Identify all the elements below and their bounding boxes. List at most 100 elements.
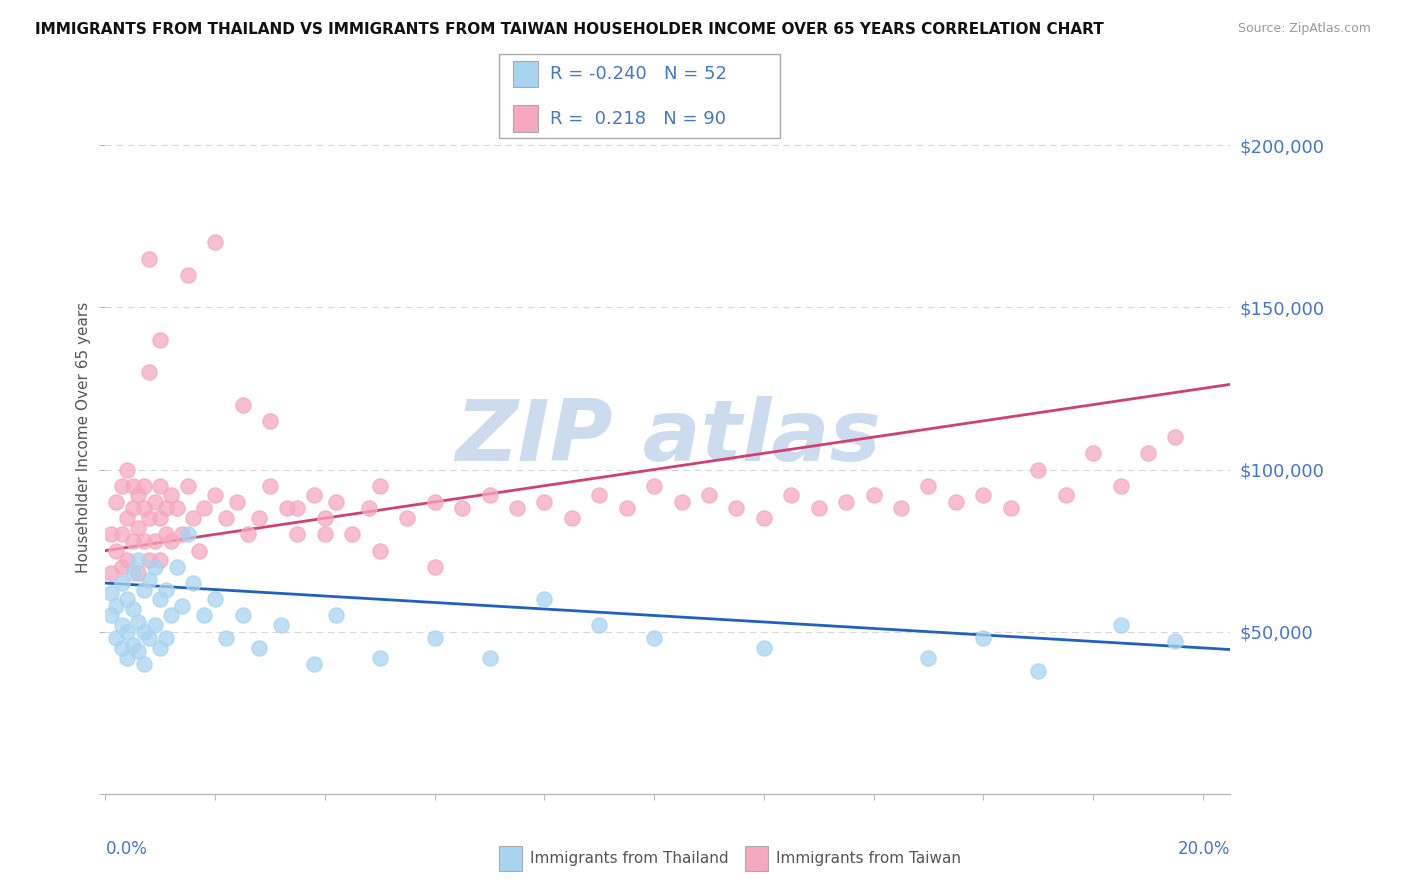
Point — [945, 495, 967, 509]
Point — [155, 527, 177, 541]
Point — [396, 511, 419, 525]
Point — [160, 533, 183, 548]
Point — [138, 631, 160, 645]
Point — [259, 479, 281, 493]
Point — [100, 527, 122, 541]
Point — [172, 527, 194, 541]
Point — [342, 527, 364, 541]
Point — [122, 638, 145, 652]
Point — [643, 479, 665, 493]
Point — [697, 488, 720, 502]
Point — [506, 501, 529, 516]
Point — [138, 553, 160, 567]
Text: Immigrants from Taiwan: Immigrants from Taiwan — [776, 851, 962, 865]
Point — [1164, 430, 1187, 444]
Point — [143, 618, 166, 632]
Point — [1000, 501, 1022, 516]
Point — [143, 495, 166, 509]
Point — [138, 511, 160, 525]
Point — [172, 599, 194, 613]
Point — [117, 511, 139, 525]
Point — [423, 631, 446, 645]
Point — [122, 566, 145, 581]
Point — [105, 599, 128, 613]
Point — [270, 618, 292, 632]
Point — [181, 576, 204, 591]
Point — [368, 479, 391, 493]
Point — [100, 586, 122, 600]
Point — [143, 533, 166, 548]
Point — [259, 414, 281, 428]
Point — [643, 631, 665, 645]
Point — [105, 495, 128, 509]
Point — [325, 495, 347, 509]
Point — [835, 495, 858, 509]
Point — [204, 235, 226, 250]
Point — [117, 553, 139, 567]
Point — [181, 511, 204, 525]
Point — [314, 511, 336, 525]
Point — [127, 488, 149, 502]
Text: Source: ZipAtlas.com: Source: ZipAtlas.com — [1237, 22, 1371, 36]
Point — [1136, 446, 1159, 460]
Point — [177, 268, 200, 282]
Point — [122, 501, 145, 516]
Point — [117, 624, 139, 639]
Point — [187, 543, 209, 558]
Text: 0.0%: 0.0% — [105, 840, 148, 858]
Point — [193, 608, 215, 623]
Point — [215, 511, 238, 525]
Point — [247, 511, 270, 525]
Point — [1109, 479, 1132, 493]
Point — [204, 488, 226, 502]
Point — [752, 511, 775, 525]
Point — [1026, 462, 1049, 476]
Point — [149, 511, 172, 525]
Text: R =  0.218   N = 90: R = 0.218 N = 90 — [550, 110, 725, 128]
Point — [314, 527, 336, 541]
Point — [143, 559, 166, 574]
Point — [917, 650, 939, 665]
Point — [138, 365, 160, 379]
Point — [780, 488, 803, 502]
Point — [155, 631, 177, 645]
Point — [616, 501, 638, 516]
Point — [138, 252, 160, 266]
Text: Immigrants from Thailand: Immigrants from Thailand — [530, 851, 728, 865]
Point — [302, 488, 325, 502]
Point — [160, 608, 183, 623]
Point — [752, 640, 775, 655]
Point — [138, 573, 160, 587]
Point — [122, 479, 145, 493]
Text: ZIP atlas: ZIP atlas — [456, 395, 880, 479]
Point — [478, 650, 501, 665]
Point — [325, 608, 347, 623]
Point — [862, 488, 884, 502]
Point — [276, 501, 298, 516]
Point — [236, 527, 259, 541]
Point — [105, 631, 128, 645]
Point — [132, 479, 155, 493]
Point — [423, 559, 446, 574]
Point — [215, 631, 238, 645]
Point — [588, 618, 610, 632]
Point — [368, 543, 391, 558]
Point — [111, 559, 134, 574]
Point — [1109, 618, 1132, 632]
Point — [423, 495, 446, 509]
Point — [117, 592, 139, 607]
Point — [127, 644, 149, 658]
Point — [132, 501, 155, 516]
Point — [111, 618, 134, 632]
Point — [917, 479, 939, 493]
Point — [111, 640, 134, 655]
Point — [287, 527, 309, 541]
Point — [117, 462, 139, 476]
Point — [725, 501, 748, 516]
Text: IMMIGRANTS FROM THAILAND VS IMMIGRANTS FROM TAIWAN HOUSEHOLDER INCOME OVER 65 YE: IMMIGRANTS FROM THAILAND VS IMMIGRANTS F… — [35, 22, 1104, 37]
Point — [149, 553, 172, 567]
Point — [247, 640, 270, 655]
Point — [972, 488, 994, 502]
Point — [100, 608, 122, 623]
Point — [1081, 446, 1104, 460]
